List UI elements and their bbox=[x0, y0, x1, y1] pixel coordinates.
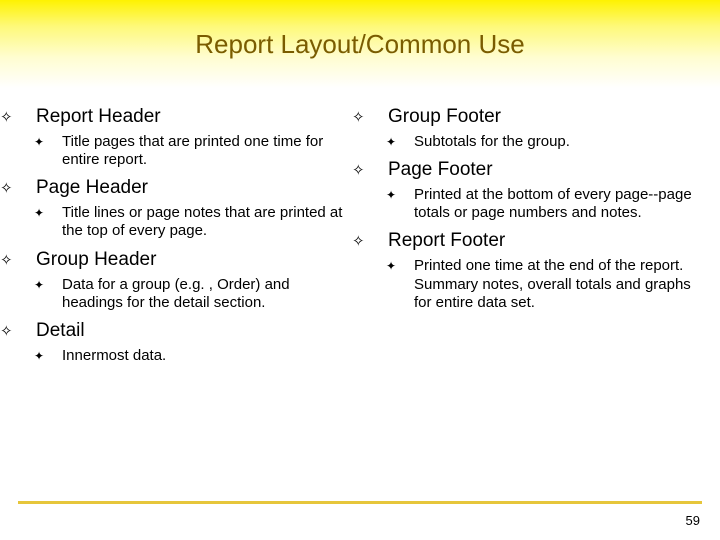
desc-text: Subtotals for the group. bbox=[414, 133, 570, 150]
section-desc: ✦Printed one time at the end of the repo… bbox=[370, 257, 702, 312]
section-heading: ✧Group Footer bbox=[370, 106, 702, 129]
heading-text: Report Footer bbox=[388, 230, 505, 251]
star-icon: ✦ bbox=[400, 135, 414, 150]
heading-text: Report Header bbox=[36, 106, 161, 127]
diamond-icon: ✧ bbox=[18, 109, 36, 127]
section-heading: ✧Group Header bbox=[18, 249, 350, 272]
desc-text: Printed one time at the end of the repor… bbox=[414, 257, 691, 311]
right-column: ✧Group Footer ✦Subtotals for the group. … bbox=[370, 102, 702, 373]
section-heading: ✧Page Footer bbox=[370, 159, 702, 182]
section-desc: ✦Subtotals for the group. bbox=[370, 133, 702, 151]
footer-divider bbox=[18, 501, 702, 504]
section-heading: ✧Report Header bbox=[18, 106, 350, 129]
page-number: 59 bbox=[686, 513, 700, 528]
diamond-icon: ✧ bbox=[370, 109, 388, 127]
desc-text: Title pages that are printed one time fo… bbox=[62, 133, 323, 168]
heading-text: Page Footer bbox=[388, 159, 493, 180]
slide-title: Report Layout/Common Use bbox=[195, 29, 524, 60]
diamond-icon: ✧ bbox=[18, 323, 36, 341]
heading-text: Detail bbox=[36, 320, 85, 341]
section-desc: ✦Innermost data. bbox=[18, 347, 350, 365]
section-desc: ✦Data for a group (e.g. , Order) and hea… bbox=[18, 276, 350, 313]
heading-text: Group Header bbox=[36, 249, 156, 270]
left-column: ✧Report Header ✦Title pages that are pri… bbox=[18, 102, 350, 373]
desc-text: Title lines or page notes that are print… bbox=[62, 204, 342, 239]
star-icon: ✦ bbox=[48, 206, 62, 221]
content-area: ✧Report Header ✦Title pages that are pri… bbox=[0, 88, 720, 373]
star-icon: ✦ bbox=[48, 135, 62, 150]
diamond-icon: ✧ bbox=[370, 233, 388, 251]
section-desc: ✦Printed at the bottom of every page--pa… bbox=[370, 186, 702, 223]
star-icon: ✦ bbox=[48, 349, 62, 364]
desc-text: Innermost data. bbox=[62, 347, 166, 364]
desc-text: Printed at the bottom of every page--pag… bbox=[414, 186, 692, 221]
diamond-icon: ✧ bbox=[370, 162, 388, 180]
diamond-icon: ✧ bbox=[18, 252, 36, 270]
heading-text: Page Header bbox=[36, 177, 148, 198]
section-heading: ✧Detail bbox=[18, 320, 350, 343]
star-icon: ✦ bbox=[48, 278, 62, 293]
title-banner: Report Layout/Common Use bbox=[0, 0, 720, 88]
desc-text: Data for a group (e.g. , Order) and head… bbox=[62, 276, 290, 311]
section-heading: ✧Page Header bbox=[18, 177, 350, 200]
heading-text: Group Footer bbox=[388, 106, 501, 127]
section-heading: ✧Report Footer bbox=[370, 230, 702, 253]
section-desc: ✦Title lines or page notes that are prin… bbox=[18, 204, 350, 241]
diamond-icon: ✧ bbox=[18, 180, 36, 198]
star-icon: ✦ bbox=[400, 188, 414, 203]
section-desc: ✦Title pages that are printed one time f… bbox=[18, 133, 350, 170]
star-icon: ✦ bbox=[400, 259, 414, 274]
